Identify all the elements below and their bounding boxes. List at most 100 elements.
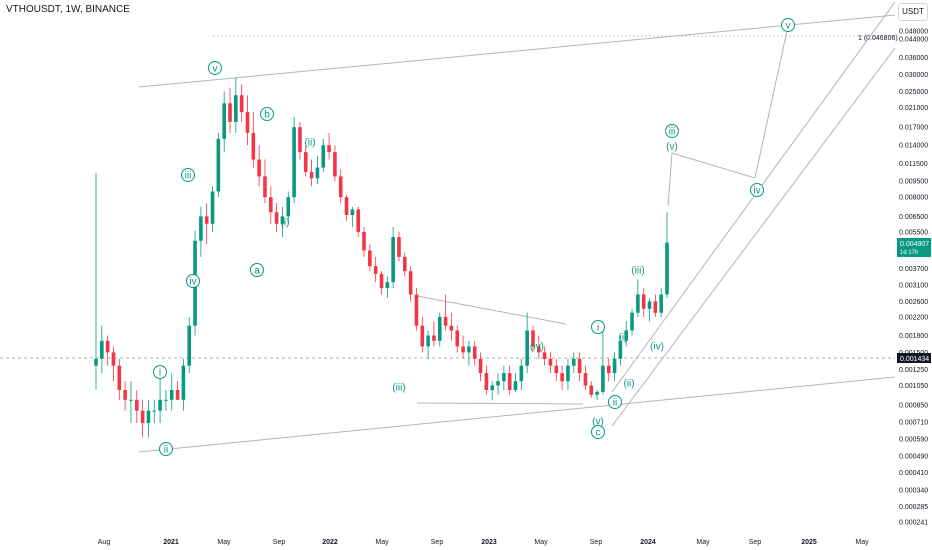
triangle-lower-line (416, 402, 584, 405)
time-tick-label: Sep (590, 539, 603, 546)
candle-body (344, 197, 349, 215)
price-tick-label: 0.000710 (899, 419, 928, 426)
time-tick-label: May (696, 539, 710, 546)
price-tick-label: 0.025000 (899, 89, 928, 96)
candle-body (210, 191, 215, 224)
candle-body (350, 209, 355, 215)
projected-wave-path (667, 25, 789, 207)
wave-label: ii (164, 445, 168, 456)
wave-label-circle (250, 263, 264, 277)
candle-body (129, 399, 133, 401)
candle-body (222, 103, 226, 139)
wave-label-circle (186, 274, 200, 288)
candle-body (653, 301, 658, 313)
time-tick-label: Aug (98, 539, 111, 546)
candle-body (641, 294, 646, 309)
price-tick-label: 0.000410 (899, 470, 928, 477)
fib-label: 1 (0.046806) (858, 35, 898, 42)
time-tick-label: May (855, 539, 869, 546)
candle-body (111, 352, 116, 366)
price-tick-label: 0.048000 (899, 28, 928, 35)
candle-body (245, 112, 250, 133)
candle-body (566, 365, 570, 382)
candle-body (140, 410, 145, 424)
price-tick-label: 0.000590 (899, 436, 928, 443)
time-tick-label: May (534, 539, 548, 546)
time-tick-label: May (375, 539, 389, 546)
candle-body (636, 294, 640, 313)
candle-body (239, 95, 244, 113)
candle-body (420, 325, 425, 347)
time-tick-label: 2025 (801, 539, 817, 546)
wave-label: (v) (592, 417, 604, 428)
candle-body (379, 273, 384, 289)
trendlines (138, 1, 896, 453)
price-tick-label: 0.003100 (899, 283, 928, 290)
price-tick-label: 0.000241 (899, 520, 928, 527)
candle-body (286, 197, 291, 217)
candle-body (175, 390, 180, 400)
candle-body (583, 373, 588, 386)
candle-body (513, 381, 518, 391)
wave-label: (v) (666, 142, 678, 153)
candle-body (385, 282, 390, 289)
candle-body (251, 132, 256, 160)
wave-label-circle (781, 18, 795, 32)
candle-body (437, 316, 442, 341)
wave-label-circle (181, 168, 195, 182)
candle-body (595, 391, 599, 395)
symbol-title: VTHOUSDT, 1W, BINANCE (6, 4, 130, 15)
candle-body (298, 127, 302, 153)
price-tick-label: 0.030000 (899, 72, 928, 79)
candle-body (204, 216, 209, 224)
candle-body (577, 358, 582, 374)
wave-label-circle (153, 365, 167, 379)
price-tick-label: 0.044000 (899, 37, 928, 44)
candle-body (303, 152, 308, 172)
candle-body (146, 410, 151, 424)
time-axis: Aug 2021 May Sep 2022 May Sep 2023 May Sep 2024 May… (98, 539, 869, 546)
candle-body (618, 340, 623, 359)
candle-body (472, 346, 477, 359)
time-tick-label: Sep (431, 539, 444, 546)
candle-body (537, 346, 541, 353)
price-tick-label: 0.002200 (899, 314, 928, 321)
price-tick-label: 0.036000 (899, 55, 928, 62)
candle-body (234, 95, 238, 122)
currency-unit-button[interactable]: USDT (898, 3, 928, 21)
time-tick-label: 2021 (163, 539, 179, 546)
candle-body (624, 330, 629, 341)
candle-body (630, 312, 634, 331)
candle-body (292, 127, 296, 198)
candle-body (368, 250, 372, 267)
candle-body (158, 399, 162, 411)
wave-label: iii (185, 171, 192, 182)
price-tick-label: 0.009500 (899, 179, 928, 186)
price-axis: 0.048000 0.044000 0.036000 0.030000 0.025000… (899, 28, 928, 526)
candle-body (228, 103, 232, 122)
current-price-value: 0.001434 (900, 356, 929, 363)
candle-body (554, 365, 559, 374)
wave-label: c (596, 428, 601, 439)
candle-body (432, 335, 436, 341)
last-price-value: 0.004907 (900, 241, 929, 248)
candle-body (321, 145, 326, 168)
candle-body (333, 152, 337, 177)
candle-body (542, 352, 547, 359)
candle-body (94, 358, 98, 366)
last-price-tag: 0.004907 1d 17h (897, 238, 931, 257)
price-tick-label: 0.005500 (899, 229, 928, 236)
time-tick-label: Sep (749, 539, 762, 546)
elliott-wave-labels: viiiiviiiba(ii)(i)(iii)(iv)(v)ci(i)ii(ii… (153, 18, 795, 456)
candle-body (169, 390, 174, 400)
time-tick-label: Sep (273, 539, 286, 546)
candle-body (105, 340, 110, 353)
candle-body (327, 145, 331, 153)
price-tick-label: 0.000340 (899, 488, 928, 495)
candle-body (659, 294, 663, 313)
candle-body (152, 410, 157, 412)
candle-body (665, 242, 669, 295)
wave-label: (ii) (623, 379, 634, 390)
